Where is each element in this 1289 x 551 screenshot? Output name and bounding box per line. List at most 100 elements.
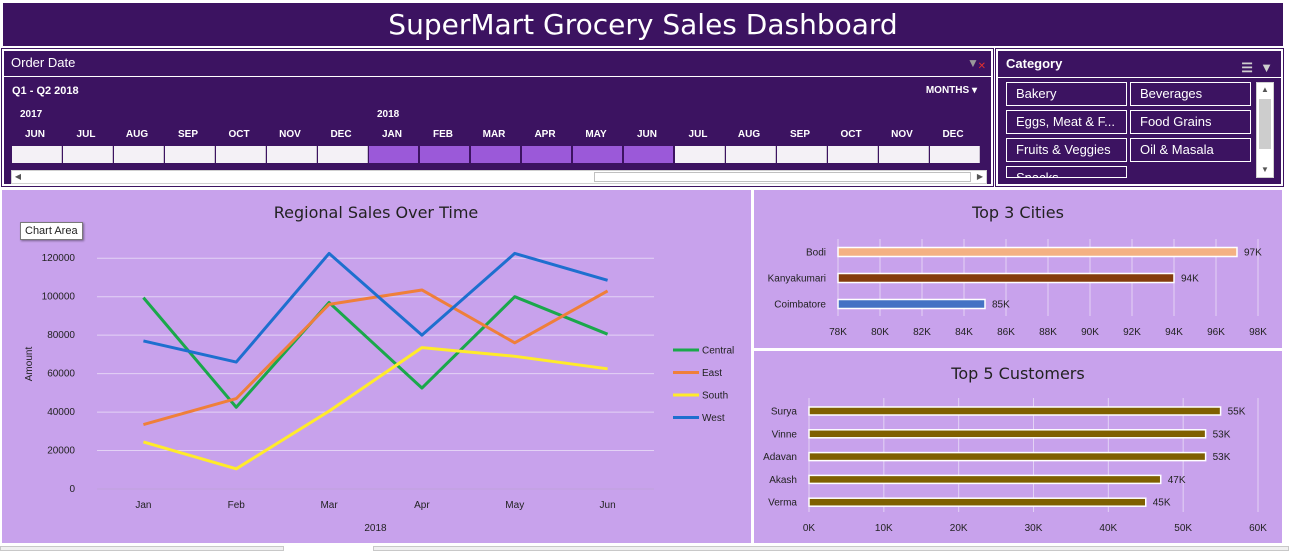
timeline-cell[interactable] xyxy=(267,146,317,163)
x-tick-label: 0K xyxy=(803,523,816,534)
top-customers-svg: Top 5 Customers 0K 10K 20K 30K 40K 50K 60K Surya… xyxy=(763,364,1267,534)
bar xyxy=(837,298,986,310)
scroll-left-icon[interactable]: ◀ xyxy=(14,172,22,181)
x-tick-label: 10K xyxy=(875,523,893,534)
timeline-cell[interactable] xyxy=(12,146,62,163)
top-cities-svg: Top 3 Cities 78K 80K 82K 84K 86K 88K 90K 92K 94K 9… xyxy=(768,203,1268,338)
timeline-month-label: NOV xyxy=(279,129,301,140)
bar xyxy=(837,246,1238,258)
timeline-cell[interactable] xyxy=(930,146,980,163)
regional-sales-chart[interactable]: Regional Sales Over Time 0 20000 40000 60000… xyxy=(2,190,751,543)
timeline-cell[interactable] xyxy=(216,146,266,163)
category-fruits-veggies[interactable]: Fruits & Veggies xyxy=(1006,138,1127,162)
x-tick-label: 90K xyxy=(1081,327,1099,338)
x-tick-label: 78K xyxy=(829,327,847,338)
order-date-timeline[interactable]: Order Date ▼ ✕ Q1 - Q2 2018 MONTHS ▾ 2017… xyxy=(1,48,994,187)
y-tick-label: 80000 xyxy=(47,330,75,341)
timeline-cell-selected[interactable] xyxy=(369,146,419,163)
y-tick-label: 100000 xyxy=(42,292,76,303)
timeline-month-label: OCT xyxy=(840,129,862,140)
timeline-cell[interactable] xyxy=(828,146,878,163)
scroll-up-icon[interactable]: ▲ xyxy=(1261,85,1269,94)
timeline-cell[interactable] xyxy=(114,146,164,163)
x-tick-label: May xyxy=(505,500,524,511)
x-tick-label: Apr xyxy=(414,500,430,511)
chevron-down-icon: ▾ xyxy=(971,85,977,96)
timeline-cell[interactable] xyxy=(777,146,827,163)
y-tick-label: 60000 xyxy=(47,369,75,380)
category-label: Akash xyxy=(769,475,797,486)
chart-area-tooltip: Chart Area xyxy=(20,222,83,240)
category-oil-masala[interactable]: Oil & Masala xyxy=(1130,138,1251,162)
chart-title: Top 3 Cities xyxy=(971,203,1064,222)
time-level-dropdown[interactable]: MONTHS ▾ xyxy=(926,85,977,96)
timeline-month-label: JUN xyxy=(636,129,657,140)
timeline-cell[interactable] xyxy=(675,146,725,163)
x-tick-label: Mar xyxy=(320,500,338,511)
clear-filter-icon[interactable]: ▼ ✕ xyxy=(967,56,986,72)
clear-filter-icon[interactable]: ▼ xyxy=(1260,60,1273,75)
timeline-cell[interactable] xyxy=(318,146,368,163)
category-snacks[interactable]: Snacks xyxy=(1006,166,1127,178)
timeline-cell[interactable] xyxy=(726,146,776,163)
category-header-label: Category xyxy=(1006,56,1063,71)
timeline-scrollbar[interactable]: ◀ ▶ xyxy=(11,170,987,184)
category-scroll-thumb[interactable] xyxy=(1259,99,1271,149)
series-line-west xyxy=(143,251,609,364)
category-food-grains[interactable]: Food Grains xyxy=(1130,110,1251,134)
category-eggs-meat[interactable]: Eggs, Meat & F... xyxy=(1006,110,1127,134)
data-label: 47K xyxy=(1168,475,1186,486)
timeline-month-label: OCT xyxy=(228,129,250,140)
top-cities-chart[interactable]: Top 3 Cities 78K 80K 82K 84K 86K 88K 90K 92K 94K 9… xyxy=(754,190,1282,348)
y-tick-label: 40000 xyxy=(47,407,75,418)
data-label: 94K xyxy=(1181,274,1199,285)
timeline-cell-selected[interactable] xyxy=(471,146,521,163)
timeline-month-label: FEB xyxy=(433,129,453,140)
timeline-scroll-thumb[interactable] xyxy=(594,172,971,182)
data-label: 85K xyxy=(992,300,1010,311)
x-tick-label: 96K xyxy=(1207,327,1225,338)
top-customers-chart[interactable]: Top 5 Customers 0K 10K 20K 30K 40K 50K 60K Surya… xyxy=(754,351,1282,543)
sheet-tab-strip xyxy=(0,546,284,551)
dashboard-title: SuperMart Grocery Sales Dashboard xyxy=(3,3,1283,46)
bar xyxy=(837,272,1175,284)
x-tick-label: 82K xyxy=(913,327,931,338)
x-axis-title: 2018 xyxy=(364,523,387,534)
category-bakery[interactable]: Bakery xyxy=(1006,82,1127,106)
bar xyxy=(808,451,1207,462)
timeline-cell-selected[interactable] xyxy=(420,146,470,163)
legend-label: East xyxy=(702,368,722,379)
category-label: Verma xyxy=(768,498,797,509)
scroll-right-icon[interactable]: ▶ xyxy=(976,172,984,181)
legend-label: West xyxy=(702,413,725,424)
horizontal-scrollbar[interactable] xyxy=(373,546,1289,551)
x-tick-label: Jun xyxy=(600,500,616,511)
multi-select-icon[interactable]: ☰ xyxy=(1241,60,1253,75)
category-label: Kanyakumari xyxy=(768,274,826,285)
timeline-cell[interactable] xyxy=(879,146,929,163)
scroll-down-icon[interactable]: ▼ xyxy=(1261,165,1269,174)
category-slicer: Category ☰ ▼ Bakery Beverages Eggs, Meat… xyxy=(995,48,1284,187)
series-line-central xyxy=(142,295,609,409)
x-tick-label: 60K xyxy=(1249,523,1267,534)
category-beverages[interactable]: Beverages xyxy=(1130,82,1251,106)
category-header: Category ☰ ▼ xyxy=(998,51,1281,78)
timeline-cell-selected[interactable] xyxy=(573,146,623,163)
timeline-month-label: JUL xyxy=(688,129,708,140)
x-tick-label: 94K xyxy=(1165,327,1183,338)
y-axis-title: Amount xyxy=(24,347,35,382)
category-scrollbar[interactable]: ▲ ▼ xyxy=(1256,82,1274,178)
y-tick-label: 0 xyxy=(69,484,75,495)
category-label: Coimbatore xyxy=(774,300,826,311)
timeline-cell-selected[interactable] xyxy=(522,146,572,163)
data-label: 55K xyxy=(1228,407,1246,418)
timeline-month-label: SEP xyxy=(177,129,198,140)
x-tick-label: 98K xyxy=(1249,327,1267,338)
timeline-cell[interactable] xyxy=(63,146,113,163)
timeline-header-label: Order Date xyxy=(11,55,76,70)
timeline-cell-selected[interactable] xyxy=(624,146,674,163)
y-tick-label: 20000 xyxy=(47,446,75,457)
x-tick-label: 30K xyxy=(1025,523,1043,534)
timeline-year-2018: 2018 xyxy=(377,109,400,120)
timeline-cell[interactable] xyxy=(165,146,215,163)
